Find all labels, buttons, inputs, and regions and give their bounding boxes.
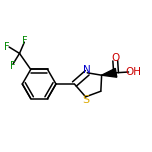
Text: S: S xyxy=(82,95,89,105)
Text: O: O xyxy=(111,53,119,63)
Text: F: F xyxy=(10,61,16,71)
Text: F: F xyxy=(4,42,10,52)
Text: N: N xyxy=(83,65,90,75)
Text: OH: OH xyxy=(125,67,141,77)
Polygon shape xyxy=(102,68,117,77)
Text: F: F xyxy=(22,36,28,46)
